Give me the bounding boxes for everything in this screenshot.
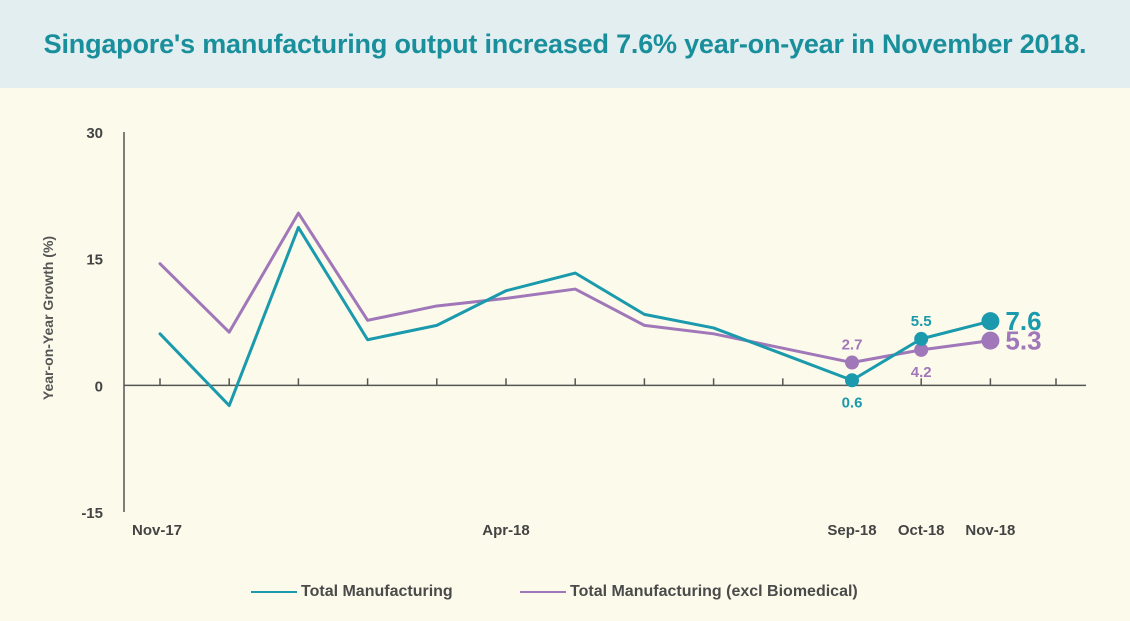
data-point-marker xyxy=(981,312,1000,331)
data-point-marker xyxy=(845,373,859,388)
legend-label-excl: Total Manufacturing (excl Biomedical) xyxy=(570,583,858,600)
data-label: 0.6 xyxy=(842,394,863,411)
data-point-marker xyxy=(914,331,929,346)
x-tick-label: Sep-18 xyxy=(827,522,876,539)
legend-item-total: Total Manufacturing xyxy=(251,583,453,601)
y-tick-label: -15 xyxy=(81,505,103,522)
x-tick-label: Oct-18 xyxy=(898,522,945,539)
line-chart: -15 0 15 30 Year-on-Year Growth (%) Nov-17 Apr… xyxy=(40,125,1086,539)
legend-item-excl: Total Manufacturing (excl Biomedical) xyxy=(520,583,858,601)
series-line-excl xyxy=(158,211,992,365)
x-tick-label: Nov-18 xyxy=(965,522,1015,539)
data-label: 5.5 xyxy=(911,313,932,330)
legend-swatch-excl xyxy=(520,591,566,593)
chart-legend: Total Manufacturing Total Manufacturing … xyxy=(0,583,1130,613)
header-banner: Singapore's manufacturing output increas… xyxy=(0,0,1130,88)
y-tick-label: 30 xyxy=(86,125,103,142)
data-label: 5.3 xyxy=(1005,326,1041,356)
data-point-marker xyxy=(914,342,929,357)
y-axis-title: Year-on-Year Growth (%) xyxy=(40,236,56,400)
y-tick-label: 15 xyxy=(86,252,103,269)
page-title: Singapore's manufacturing output increas… xyxy=(43,28,1087,59)
legend-swatch-total xyxy=(251,591,297,593)
data-point-marker xyxy=(981,331,1000,350)
x-tick-label: Nov-17 xyxy=(132,522,182,539)
y-tick-label: 0 xyxy=(95,378,103,395)
legend-label-total: Total Manufacturing xyxy=(301,583,453,600)
x-tick-label: Apr-18 xyxy=(482,522,530,539)
data-label: 2.7 xyxy=(842,337,863,354)
data-label: 4.2 xyxy=(911,364,932,381)
data-point-marker xyxy=(845,355,859,370)
data-label: 7.6 xyxy=(1005,306,1041,336)
